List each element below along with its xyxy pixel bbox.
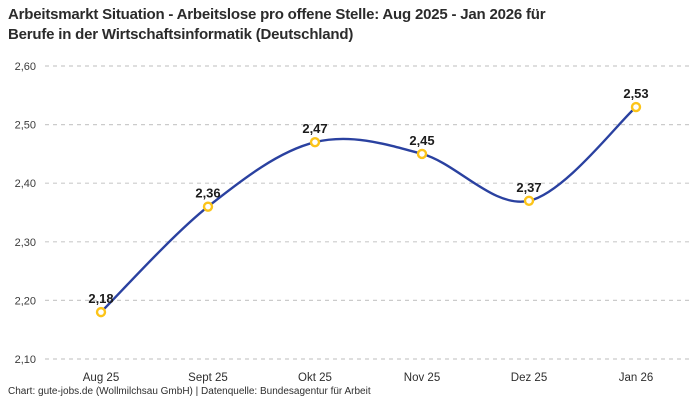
- data-point-marker: [202, 201, 214, 212]
- chart-title-line1: Arbeitsmarkt Situation - Arbeitslose pro…: [8, 6, 546, 23]
- y-axis-tick-label: 2,50: [15, 120, 36, 132]
- chart-credit: Chart: gute-jobs.de (Wollmilchsau GmbH) …: [8, 386, 371, 397]
- trend-line: [99, 105, 638, 314]
- data-point-marker: [630, 101, 642, 113]
- data-point-marker: [416, 148, 428, 160]
- data-point-value-label: 2,37: [516, 180, 541, 195]
- chart-title: Arbeitsmarkt Situation - Arbeitslose pro…: [8, 5, 692, 45]
- data-point-value-label: 2,18: [88, 291, 113, 306]
- data-point-value-label: 2,53: [623, 86, 648, 101]
- x-axis-tick-label: Okt 25: [298, 372, 332, 384]
- data-point-value-label: 2,45: [409, 133, 434, 148]
- data-point-value-label: 2,47: [302, 121, 327, 136]
- data-point-value-label: 2,36: [195, 186, 220, 201]
- y-axis-tick-label: 2,60: [15, 61, 36, 73]
- data-point-marker: [95, 306, 107, 318]
- y-axis-tick-label: 2,10: [15, 354, 36, 366]
- x-axis-tick-label: Dez 25: [511, 372, 547, 384]
- x-axis-tick-label: Aug 25: [83, 372, 119, 384]
- chart-title-line2: Berufe in der Wirtschaftsinformatik (Deu…: [8, 26, 354, 43]
- y-axis-tick-label: 2,40: [15, 178, 36, 190]
- y-axis-tick-label: 2,30: [15, 237, 36, 249]
- data-point-marker: [309, 136, 321, 148]
- y-axis-tick-label: 2,20: [15, 295, 36, 307]
- x-axis-tick-label: Sept 25: [188, 372, 228, 384]
- data-point-marker: [523, 195, 535, 206]
- x-axis-tick-label: Jan 26: [619, 372, 654, 384]
- x-axis-tick-label: Nov 25: [404, 372, 440, 384]
